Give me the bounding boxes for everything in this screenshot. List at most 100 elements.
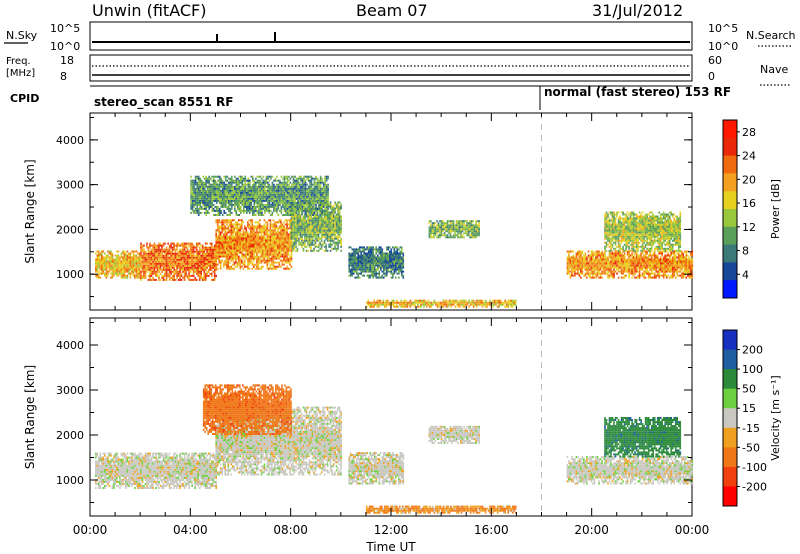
data-cell — [194, 181, 197, 184]
data-cell — [319, 241, 321, 244]
data-cell — [348, 266, 350, 269]
data-cell — [229, 191, 232, 194]
data-cell — [198, 274, 201, 277]
data-cell — [396, 272, 399, 275]
data-cell — [319, 243, 321, 246]
data-cell — [320, 239, 323, 242]
data-cell — [338, 227, 341, 230]
data-cell — [304, 209, 307, 212]
data-cell — [369, 248, 371, 251]
data-cell — [171, 252, 174, 255]
data-cell — [251, 231, 254, 234]
data-cell — [323, 219, 326, 222]
data-cell — [258, 175, 260, 178]
data-cell — [288, 179, 290, 182]
data-cell — [221, 205, 224, 208]
data-cell — [402, 260, 405, 263]
data-cell — [158, 244, 160, 247]
data-cell — [280, 231, 282, 234]
nsky-tick-top: 10^5 — [50, 22, 80, 35]
data-cell — [226, 197, 229, 200]
data-cell — [232, 263, 234, 266]
data-cell — [358, 256, 361, 259]
data-cell — [284, 241, 287, 244]
data-cell — [221, 229, 223, 232]
data-cell — [214, 191, 216, 194]
data-cell — [315, 207, 317, 210]
data-cell — [200, 272, 202, 275]
data-cell — [324, 177, 326, 180]
data-cell — [387, 262, 390, 265]
data-cell — [324, 201, 326, 204]
data-cell — [191, 179, 194, 182]
data-cell — [269, 223, 272, 226]
data-cell — [338, 209, 341, 212]
data-cell — [167, 254, 169, 257]
data-cell — [147, 274, 150, 277]
data-cell — [253, 193, 256, 196]
data-cell — [399, 256, 402, 259]
data-cell — [393, 270, 396, 273]
data-cell — [238, 237, 240, 240]
data-cell — [239, 223, 242, 226]
data-cell — [313, 231, 315, 234]
data-cell — [395, 252, 397, 255]
data-cell — [231, 185, 233, 188]
data-cell — [320, 217, 323, 220]
data-cell — [287, 237, 290, 240]
data-cell — [224, 243, 226, 246]
data-cell — [332, 221, 335, 224]
data-cell — [296, 235, 299, 238]
data-cell — [311, 237, 314, 240]
data-cell — [268, 255, 270, 258]
data-cell — [265, 189, 268, 192]
data-cell — [290, 225, 293, 228]
data-cell — [216, 225, 219, 228]
data-cell — [244, 245, 246, 248]
data-cell — [316, 233, 318, 236]
data-cell — [185, 260, 187, 263]
data-cell — [390, 256, 393, 259]
data-cell — [292, 199, 295, 202]
data-cell — [282, 193, 284, 196]
data-cell — [238, 195, 241, 198]
data-cell — [278, 219, 281, 222]
data-cell — [168, 246, 171, 249]
data-cell — [338, 219, 341, 222]
data-cell — [278, 235, 281, 238]
data-cell — [271, 229, 273, 232]
data-cell — [233, 245, 236, 248]
data-cell — [273, 203, 275, 206]
data-cell — [152, 248, 154, 251]
data-cell — [274, 197, 277, 200]
data-cell — [126, 262, 129, 265]
data-cell — [116, 268, 118, 271]
data-cell — [277, 237, 279, 240]
data-cell — [289, 177, 292, 180]
data-cell — [367, 262, 370, 265]
data-cell — [204, 262, 207, 265]
data-cell — [245, 265, 248, 268]
data-cell — [281, 239, 284, 242]
data-cell — [140, 256, 142, 259]
data-cell — [301, 235, 303, 238]
data-cell — [275, 227, 278, 230]
data-cell — [278, 237, 281, 240]
data-cell — [262, 185, 265, 188]
data-cell — [229, 231, 231, 234]
data-cell — [250, 237, 252, 240]
data-cell — [249, 195, 251, 198]
data-cell — [326, 215, 329, 218]
data-cell — [274, 221, 276, 224]
data-cell — [270, 209, 272, 212]
data-cell — [211, 201, 213, 204]
data-cell — [179, 274, 181, 277]
data-cell — [220, 183, 222, 186]
data-cell — [234, 203, 236, 206]
data-cell — [108, 258, 111, 261]
data-cell — [437, 224, 440, 227]
data-cell — [308, 233, 311, 236]
data-cell — [186, 256, 189, 259]
data-cell — [134, 264, 136, 267]
data-cell — [254, 243, 257, 246]
